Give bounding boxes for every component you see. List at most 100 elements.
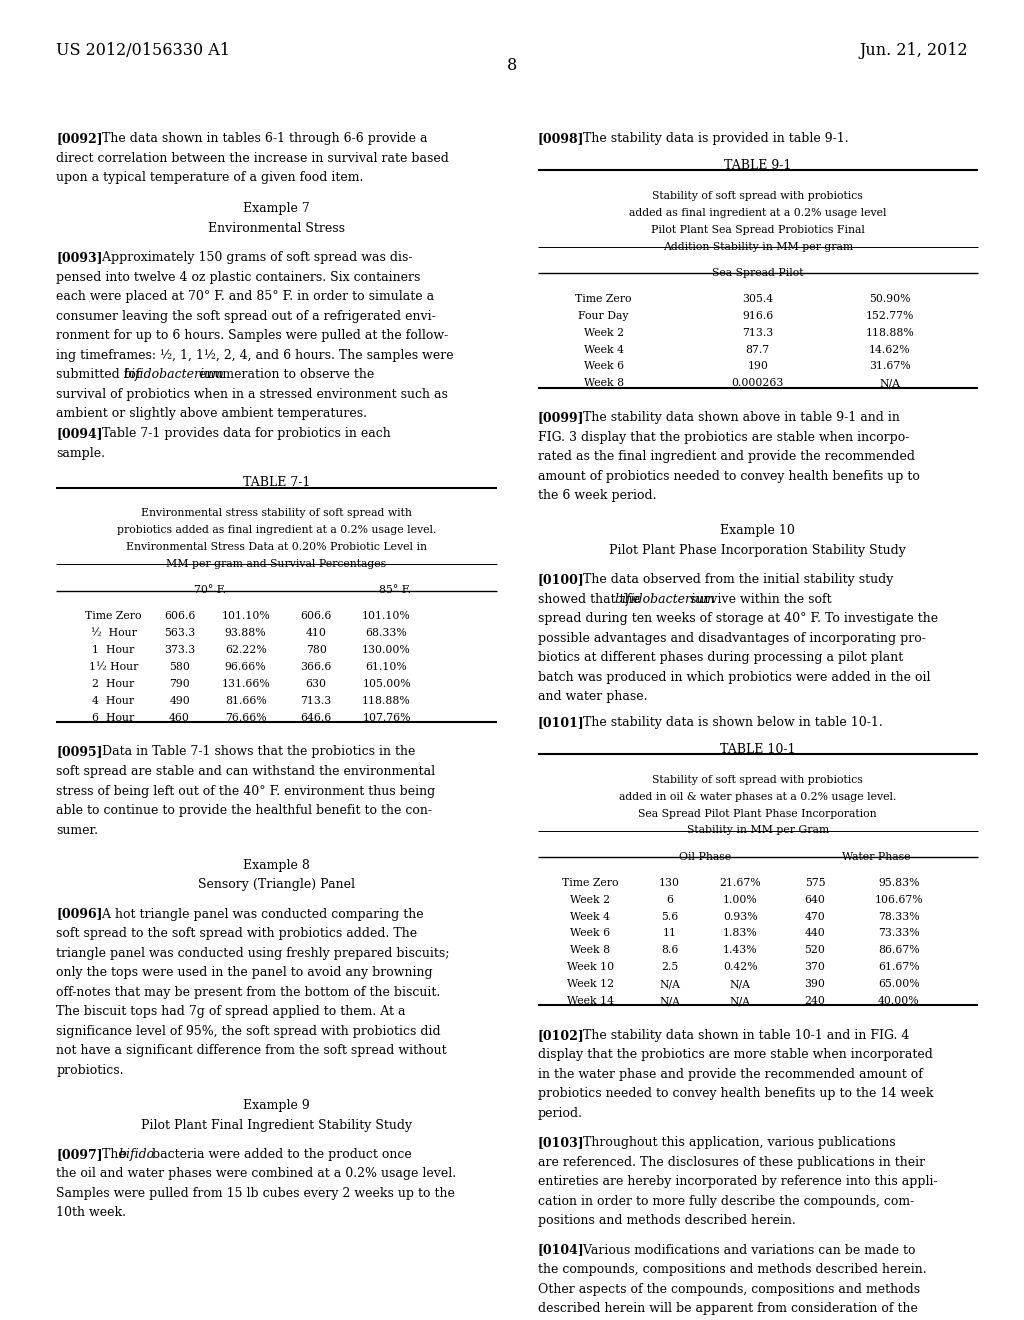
Text: enumeration to observe the: enumeration to observe the (196, 368, 375, 381)
Text: Various modifications and variations can be made to: Various modifications and variations can… (571, 1243, 915, 1257)
Text: A hot triangle panel was conducted comparing the: A hot triangle panel was conducted compa… (90, 908, 424, 920)
Text: added in oil & water phases at a 0.2% usage level.: added in oil & water phases at a 0.2% us… (620, 792, 896, 801)
Text: Week 6: Week 6 (570, 928, 610, 939)
Text: 460: 460 (169, 713, 190, 723)
Text: [0104]: [0104] (538, 1243, 585, 1257)
Text: The stability data shown above in table 9-1 and in: The stability data shown above in table … (571, 411, 900, 424)
Text: 118.88%: 118.88% (362, 696, 411, 706)
Text: 490: 490 (169, 696, 190, 706)
Text: [0095]: [0095] (56, 746, 102, 759)
Text: 713.3: 713.3 (742, 327, 773, 338)
Text: 646.6: 646.6 (300, 713, 332, 723)
Text: Week 4: Week 4 (570, 912, 610, 921)
Text: soft spread are stable and can withstand the environmental: soft spread are stable and can withstand… (56, 766, 435, 777)
Text: [0101]: [0101] (538, 715, 585, 729)
Text: 790: 790 (169, 678, 190, 689)
Text: ambient or slightly above ambient temperatures.: ambient or slightly above ambient temper… (56, 408, 368, 421)
Text: 11: 11 (663, 928, 677, 939)
Text: 21.67%: 21.67% (719, 878, 761, 888)
Text: US 2012/0156330 A1: US 2012/0156330 A1 (56, 42, 230, 59)
Text: 1  Hour: 1 Hour (92, 645, 135, 655)
Text: 101.10%: 101.10% (221, 611, 270, 622)
Text: ronment for up to 6 hours. Samples were pulled at the follow-: ronment for up to 6 hours. Samples were … (56, 329, 449, 342)
Text: 0.000263: 0.000263 (731, 379, 784, 388)
Text: The biscuit tops had 7g of spread applied to them. At a: The biscuit tops had 7g of spread applie… (56, 1006, 406, 1018)
Text: TABLE 7-1: TABLE 7-1 (243, 475, 310, 488)
Text: bacteria were added to the product once: bacteria were added to the product once (147, 1148, 412, 1160)
Text: 14.62%: 14.62% (869, 345, 910, 355)
Text: 630: 630 (305, 678, 327, 689)
Text: 1.83%: 1.83% (723, 928, 758, 939)
Text: [0098]: [0098] (538, 132, 584, 145)
Text: 780: 780 (306, 645, 327, 655)
Text: only the tops were used in the panel to avoid any browning: only the tops were used in the panel to … (56, 966, 433, 979)
Text: described herein will be apparent from consideration of the: described herein will be apparent from c… (538, 1303, 918, 1315)
Text: Week 10: Week 10 (567, 962, 614, 973)
Text: each were placed at 70° F. and 85° F. in order to simulate a: each were placed at 70° F. and 85° F. in… (56, 290, 434, 304)
Text: positions and methods described herein.: positions and methods described herein. (538, 1214, 796, 1228)
Text: 65.00%: 65.00% (878, 979, 920, 989)
Text: 105.00%: 105.00% (362, 678, 411, 689)
Text: consumer leaving the soft spread out of a refrigerated envi-: consumer leaving the soft spread out of … (56, 310, 436, 323)
Text: period.: period. (538, 1107, 583, 1119)
Text: The: The (90, 1148, 130, 1160)
Text: The stability data is shown below in table 10-1.: The stability data is shown below in tab… (571, 715, 883, 729)
Text: Example 8: Example 8 (243, 859, 310, 871)
Text: Sensory (Triangle) Panel: Sensory (Triangle) Panel (198, 878, 355, 891)
Text: Sea Spread Pilot Plant Phase Incorporation: Sea Spread Pilot Plant Phase Incorporati… (638, 809, 878, 818)
Text: N/A: N/A (659, 997, 680, 1006)
Text: rated as the final ingredient and provide the recommended: rated as the final ingredient and provid… (538, 450, 914, 463)
Text: [0103]: [0103] (538, 1137, 585, 1150)
Text: N/A: N/A (659, 979, 680, 989)
Text: TABLE 10-1: TABLE 10-1 (720, 743, 796, 756)
Text: the compounds, compositions and methods described herein.: the compounds, compositions and methods … (538, 1263, 927, 1276)
Text: 62.22%: 62.22% (225, 645, 266, 655)
Text: off-notes that may be present from the bottom of the biscuit.: off-notes that may be present from the b… (56, 986, 440, 999)
Text: probiotics.: probiotics. (56, 1064, 124, 1077)
Text: display that the probiotics are more stable when incorporated: display that the probiotics are more sta… (538, 1048, 933, 1061)
Text: 68.33%: 68.33% (366, 628, 408, 639)
Text: Approximately 150 grams of soft spread was dis-: Approximately 150 grams of soft spread w… (90, 251, 413, 264)
Text: and water phase.: and water phase. (538, 690, 647, 704)
Text: Other aspects of the compounds, compositions and methods: Other aspects of the compounds, composit… (538, 1283, 920, 1296)
Text: 240: 240 (805, 997, 825, 1006)
Text: 70° F.: 70° F. (195, 585, 226, 595)
Text: Pilot Plant Sea Spread Probiotics Final: Pilot Plant Sea Spread Probiotics Final (651, 224, 864, 235)
Text: 81.66%: 81.66% (225, 696, 266, 706)
Text: Sea Spread Pilot: Sea Spread Pilot (712, 268, 804, 277)
Text: [0102]: [0102] (538, 1028, 585, 1041)
Text: 107.76%: 107.76% (362, 713, 411, 723)
Text: Table 7-1 provides data for probiotics in each: Table 7-1 provides data for probiotics i… (90, 426, 390, 440)
Text: Week 14: Week 14 (567, 997, 614, 1006)
Text: Addition Stability in MM per gram: Addition Stability in MM per gram (663, 242, 853, 252)
Text: triangle panel was conducted using freshly prepared biscuits;: triangle panel was conducted using fresh… (56, 946, 450, 960)
Text: The stability data shown in table 10-1 and in FIG. 4: The stability data shown in table 10-1 a… (571, 1028, 909, 1041)
Text: 366.6: 366.6 (300, 663, 332, 672)
Text: are referenced. The disclosures of these publications in their: are referenced. The disclosures of these… (538, 1156, 925, 1168)
Text: 87.7: 87.7 (745, 345, 770, 355)
Text: Jun. 21, 2012: Jun. 21, 2012 (859, 42, 968, 59)
Text: 50.90%: 50.90% (869, 294, 910, 304)
Text: 606.6: 606.6 (300, 611, 332, 622)
Text: Week 2: Week 2 (570, 895, 610, 904)
Text: Example 9: Example 9 (243, 1100, 310, 1111)
Text: 31.67%: 31.67% (869, 362, 910, 371)
Text: bifido: bifido (119, 1148, 155, 1160)
Text: direct correlation between the increase in survival rate based: direct correlation between the increase … (56, 152, 450, 165)
Text: Week 4: Week 4 (584, 345, 624, 355)
Text: 0.42%: 0.42% (723, 962, 758, 973)
Text: 8: 8 (507, 57, 517, 74)
Text: added as final ingredient at a 0.2% usage level: added as final ingredient at a 0.2% usag… (629, 207, 887, 218)
Text: Throughout this application, various publications: Throughout this application, various pub… (571, 1137, 896, 1150)
Text: Oil Phase: Oil Phase (679, 851, 731, 862)
Text: the 6 week period.: the 6 week period. (538, 490, 656, 502)
Text: The stability data is provided in table 9-1.: The stability data is provided in table … (571, 132, 849, 145)
Text: The data observed from the initial stability study: The data observed from the initial stabi… (571, 573, 894, 586)
Text: Week 2: Week 2 (584, 327, 624, 338)
Text: bifidobacterium: bifidobacterium (614, 593, 716, 606)
Text: 373.3: 373.3 (164, 645, 196, 655)
Text: batch was produced in which probiotics were added in the oil: batch was produced in which probiotics w… (538, 671, 930, 684)
Text: Data in Table 7-1 shows that the probiotics in the: Data in Table 7-1 shows that the probiot… (90, 746, 415, 759)
Text: 0.93%: 0.93% (723, 912, 758, 921)
Text: 1½ Hour: 1½ Hour (89, 663, 138, 672)
